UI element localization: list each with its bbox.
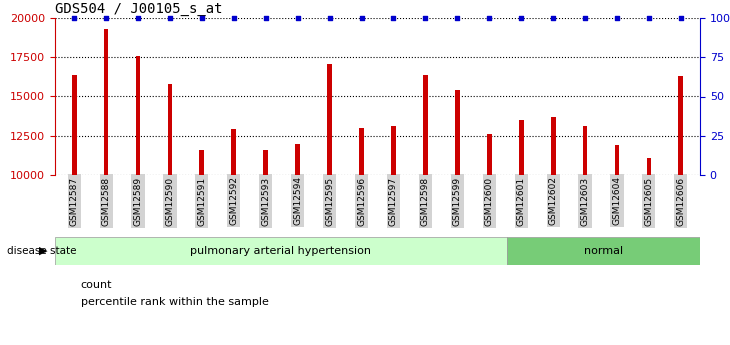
Bar bbox=[327, 63, 332, 332]
Text: disease state: disease state bbox=[7, 246, 77, 256]
Text: normal: normal bbox=[584, 246, 623, 256]
Bar bbox=[264, 150, 268, 332]
Bar bbox=[231, 129, 237, 332]
Point bbox=[164, 15, 176, 21]
Point bbox=[420, 15, 431, 21]
Point bbox=[100, 15, 112, 21]
Bar bbox=[647, 158, 651, 332]
Point bbox=[260, 15, 272, 21]
Bar bbox=[678, 76, 683, 332]
Bar bbox=[136, 56, 140, 332]
Bar bbox=[199, 150, 204, 332]
Bar bbox=[104, 29, 109, 332]
Point bbox=[451, 15, 463, 21]
Point bbox=[132, 15, 144, 21]
Bar bbox=[455, 90, 460, 332]
Point bbox=[515, 15, 527, 21]
Text: pulmonary arterial hypertension: pulmonary arterial hypertension bbox=[191, 246, 372, 256]
Text: ▶: ▶ bbox=[39, 246, 47, 256]
Bar bbox=[487, 134, 491, 332]
Point bbox=[579, 15, 591, 21]
Text: GDS504 / J00105_s_at: GDS504 / J00105_s_at bbox=[55, 2, 223, 16]
Bar bbox=[359, 128, 364, 332]
Point bbox=[388, 15, 399, 21]
Point bbox=[483, 15, 495, 21]
Point bbox=[548, 15, 559, 21]
Point bbox=[611, 15, 623, 21]
Point bbox=[69, 15, 80, 21]
Bar bbox=[55, 237, 507, 265]
Point bbox=[292, 15, 304, 21]
Bar bbox=[550, 117, 556, 332]
Text: count: count bbox=[80, 280, 112, 290]
Bar bbox=[507, 237, 700, 265]
Bar bbox=[168, 84, 172, 332]
Bar bbox=[391, 126, 396, 332]
Bar bbox=[583, 126, 588, 332]
Bar bbox=[615, 145, 619, 332]
Point bbox=[196, 15, 208, 21]
Bar bbox=[423, 75, 428, 332]
Text: percentile rank within the sample: percentile rank within the sample bbox=[80, 297, 269, 307]
Point bbox=[228, 15, 239, 21]
Bar bbox=[72, 75, 77, 332]
Point bbox=[643, 15, 655, 21]
Bar bbox=[519, 120, 523, 332]
Point bbox=[675, 15, 687, 21]
Point bbox=[324, 15, 336, 21]
Bar bbox=[295, 144, 300, 332]
Point bbox=[356, 15, 367, 21]
